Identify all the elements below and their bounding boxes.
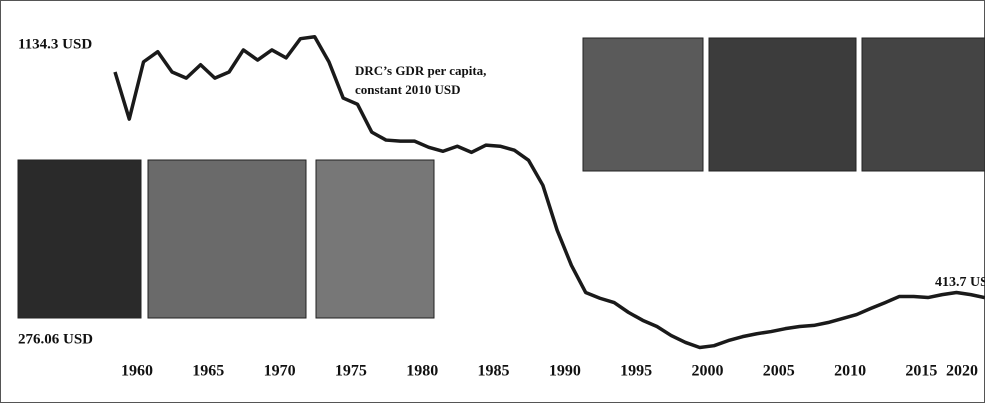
- x-tick-label: 1985: [478, 363, 510, 380]
- x-tick-label: 2005: [763, 363, 795, 380]
- photo: [583, 38, 703, 171]
- x-tick-label: 1995: [620, 363, 652, 380]
- x-tick-label: 1960: [121, 363, 153, 380]
- photo: [18, 160, 141, 318]
- photo: [709, 38, 856, 171]
- annotation: 1134.3 USD: [18, 36, 92, 52]
- x-tick-label: 2020: [946, 363, 978, 380]
- x-tick-label: 1990: [549, 363, 581, 380]
- x-tick-label: 1975: [335, 363, 367, 380]
- chart-title: DRC’s GDR per capita,: [355, 63, 486, 78]
- photo: [316, 160, 434, 318]
- x-tick-label: 2000: [691, 363, 723, 380]
- x-tick-label: 1970: [264, 363, 296, 380]
- x-tick-label: 2015: [905, 363, 937, 380]
- photo: [862, 38, 985, 171]
- annotation: 276.06 USD: [18, 331, 93, 347]
- chart-title: constant 2010 USD: [355, 82, 460, 97]
- x-tick-label: 1980: [406, 363, 438, 380]
- annotation: 413.7 USD: [935, 275, 985, 290]
- chart: 1134.3 USD 276.06 USD 413.7 USD DRC’s GD…: [0, 0, 985, 403]
- x-tick-label: 1965: [192, 363, 224, 380]
- x-tick-label: 2010: [834, 363, 866, 380]
- photo: [148, 160, 306, 318]
